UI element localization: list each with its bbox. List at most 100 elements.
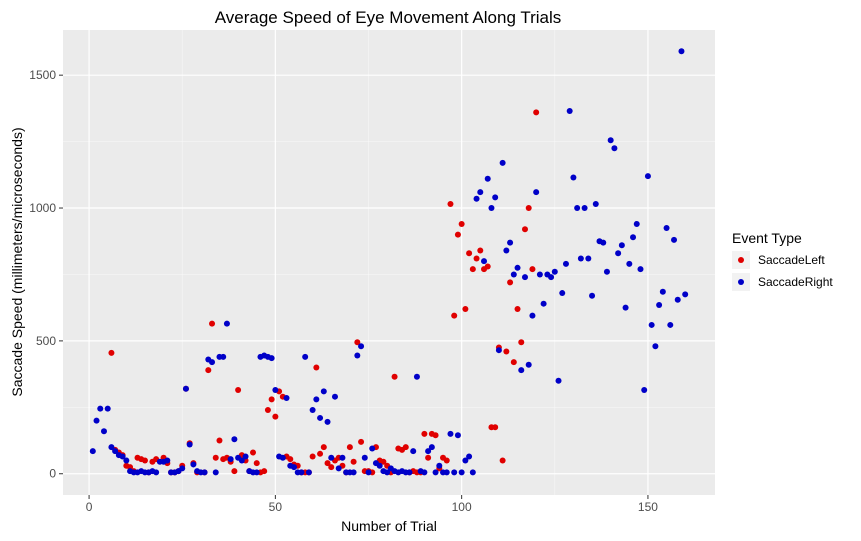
point-saccaderight: [220, 353, 227, 360]
point-saccaderight: [123, 457, 130, 464]
point-saccaderight: [570, 174, 577, 181]
point-saccaderight: [495, 347, 502, 354]
x-tick-label: 50: [269, 500, 283, 514]
point-saccaderight: [481, 258, 488, 265]
point-saccaderight: [559, 290, 566, 297]
legend-items: SaccadeLeft SaccadeRight: [732, 251, 833, 291]
legend: Event Type SaccadeLeft SaccadeRight: [732, 230, 833, 291]
y-axis-title: Saccade Speed (millimeters/microseconds): [9, 127, 25, 396]
point-saccaderight: [209, 359, 216, 366]
point-saccadeleft: [477, 247, 484, 254]
legend-marker-saccaderight: [738, 279, 744, 285]
point-saccaderight: [268, 355, 275, 362]
point-saccaderight: [484, 175, 491, 182]
point-saccadeleft: [432, 432, 439, 439]
point-saccaderight: [413, 373, 420, 380]
point-saccaderight: [283, 395, 290, 402]
point-saccadeleft: [503, 348, 510, 355]
point-saccadeleft: [447, 201, 454, 208]
point-saccadeleft: [141, 457, 148, 464]
point-saccaderight: [112, 448, 119, 455]
point-saccaderight: [104, 405, 111, 412]
x-tick-label: 100: [452, 500, 472, 514]
point-saccaderight: [533, 189, 540, 196]
point-saccaderight: [309, 406, 316, 413]
legend-label-saccadeleft: SaccadeLeft: [758, 253, 825, 267]
y-tick-label: 1500: [29, 68, 56, 82]
point-saccaderight: [566, 108, 573, 115]
point-saccadeleft: [350, 458, 357, 465]
point-saccaderight: [186, 441, 193, 448]
point-saccaderight: [633, 220, 640, 227]
point-saccaderight: [227, 456, 234, 463]
point-saccadeleft: [253, 460, 260, 467]
point-saccaderight: [555, 377, 562, 384]
x-axis-ticks: 0 50 100 150: [86, 495, 658, 514]
point-saccaderight: [499, 159, 506, 166]
point-saccaderight: [272, 387, 279, 394]
point-saccaderight: [339, 454, 346, 461]
point-saccadeleft: [443, 457, 450, 464]
point-saccadeleft: [499, 457, 506, 464]
point-saccadeleft: [205, 367, 212, 374]
point-saccadeleft: [358, 438, 365, 445]
point-saccadeleft: [425, 454, 432, 461]
point-saccaderight: [514, 264, 521, 271]
point-saccaderight: [674, 296, 681, 303]
point-saccaderight: [153, 469, 160, 476]
point-saccadeleft: [451, 312, 458, 319]
point-saccaderight: [376, 462, 383, 469]
point-saccaderight: [503, 247, 510, 254]
point-saccaderight: [428, 444, 435, 451]
point-saccadeleft: [250, 449, 257, 456]
point-saccaderight: [290, 464, 297, 471]
point-saccaderight: [354, 352, 361, 359]
point-saccaderight: [358, 343, 365, 350]
point-saccadeleft: [272, 413, 279, 420]
point-saccaderight: [223, 320, 230, 327]
point-saccaderight: [313, 396, 320, 403]
point-saccaderight: [384, 469, 391, 476]
point-saccadeleft: [421, 430, 428, 437]
point-saccaderight: [119, 453, 126, 460]
point-saccaderight: [369, 445, 376, 452]
point-saccaderight: [279, 454, 286, 461]
x-axis-title: Number of Trial: [341, 518, 437, 534]
point-saccaderight: [305, 469, 312, 476]
point-saccadeleft: [354, 339, 361, 346]
point-saccadeleft: [484, 263, 491, 270]
point-saccaderight: [458, 469, 465, 476]
point-saccaderight: [611, 145, 618, 152]
data-points: [89, 48, 689, 476]
point-saccaderight: [592, 201, 599, 208]
point-saccaderight: [190, 461, 197, 468]
point-saccadeleft: [458, 220, 465, 227]
point-saccaderight: [425, 448, 432, 455]
point-saccaderight: [100, 428, 107, 435]
point-saccaderight: [443, 469, 450, 476]
point-saccaderight: [637, 266, 644, 273]
point-saccaderight: [548, 274, 555, 281]
point-saccadeleft: [402, 444, 409, 451]
point-saccadeleft: [380, 458, 387, 465]
point-saccaderight: [678, 48, 685, 55]
point-saccaderight: [462, 457, 469, 464]
point-saccaderight: [365, 469, 372, 476]
point-saccaderight: [667, 321, 674, 328]
point-saccaderight: [421, 469, 428, 476]
point-saccaderight: [589, 292, 596, 299]
point-saccaderight: [577, 255, 584, 262]
point-saccaderight: [656, 302, 663, 309]
point-saccaderight: [682, 291, 689, 298]
point-saccadeleft: [466, 250, 473, 257]
point-saccaderight: [626, 260, 633, 267]
point-saccaderight: [253, 469, 260, 476]
point-saccaderight: [510, 271, 517, 278]
point-saccaderight: [521, 274, 528, 281]
point-saccaderight: [108, 444, 115, 451]
point-saccaderight: [581, 205, 588, 212]
legend-marker-saccadeleft: [738, 257, 744, 263]
point-saccadeleft: [309, 453, 316, 460]
point-saccaderight: [536, 271, 543, 278]
